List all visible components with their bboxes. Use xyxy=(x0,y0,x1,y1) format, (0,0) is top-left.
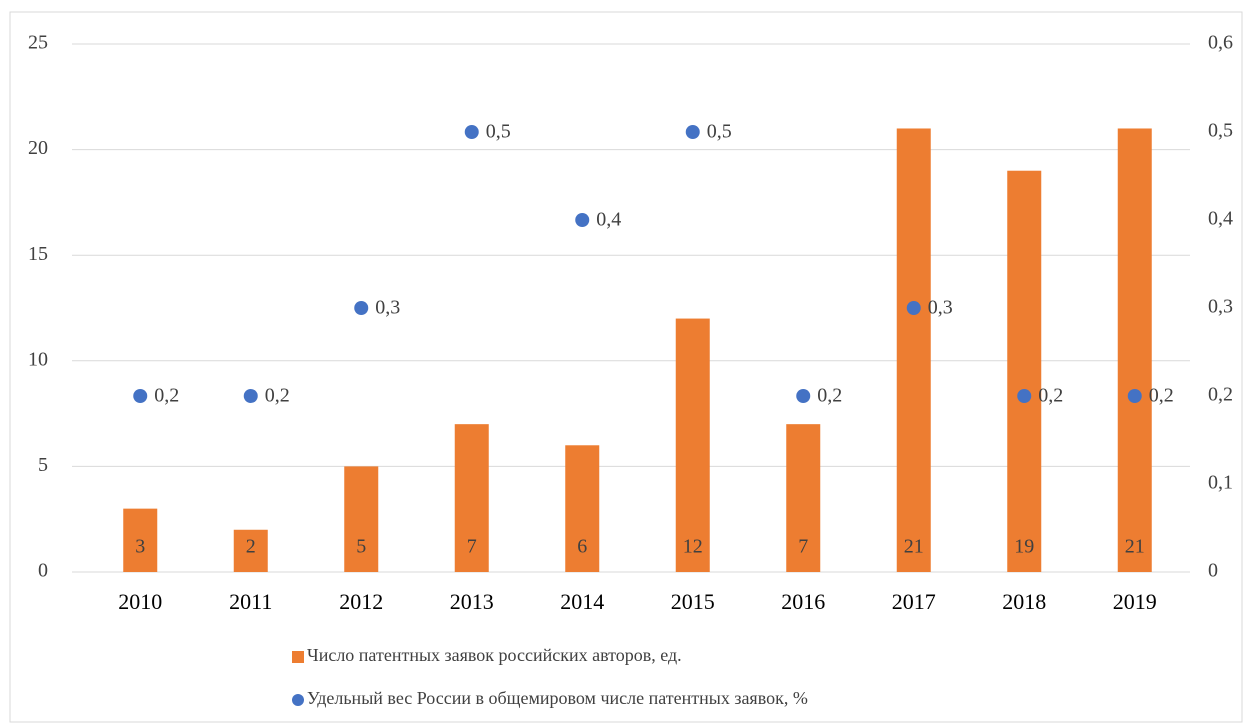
point xyxy=(685,125,700,139)
bar-value-label: 3 xyxy=(135,536,145,558)
bar-value-label: 2 xyxy=(246,536,256,558)
x-tick-label: 2016 xyxy=(781,589,825,614)
point xyxy=(243,389,258,403)
bar-value-label: 12 xyxy=(683,536,703,558)
bar-value-label: 19 xyxy=(1014,536,1034,558)
y-tick-label: 5 xyxy=(38,454,48,476)
x-tick-label: 2014 xyxy=(560,589,604,614)
x-tick-label: 2011 xyxy=(229,589,272,614)
x-tick-label: 2012 xyxy=(339,589,383,614)
bar xyxy=(786,424,821,572)
y2-tick-label: 0,1 xyxy=(1208,472,1233,494)
y-tick-label: 15 xyxy=(28,243,48,265)
point xyxy=(464,125,479,139)
point-value-label: 0,2 xyxy=(817,385,842,407)
bar xyxy=(233,529,268,572)
bar-value-label: 6 xyxy=(577,536,587,558)
bar xyxy=(1007,170,1042,572)
bar-value-label: 5 xyxy=(356,536,366,558)
point xyxy=(1017,389,1032,403)
legend-label: Число патентных заявок российских авторо… xyxy=(307,645,682,665)
point-value-label: 0,5 xyxy=(707,121,732,143)
bar-value-label: 7 xyxy=(798,536,808,558)
y2-tick-label: 0,2 xyxy=(1208,384,1233,406)
y2-tick-label: 0,3 xyxy=(1208,296,1233,318)
y-tick-label: 10 xyxy=(28,348,48,370)
point xyxy=(354,301,369,315)
y2-tick-label: 0,5 xyxy=(1208,120,1233,142)
bar-value-label: 21 xyxy=(904,536,924,558)
point-value-label: 0,5 xyxy=(486,121,511,143)
point-value-label: 0,3 xyxy=(928,297,953,319)
point-value-label: 0,4 xyxy=(596,209,621,231)
legend-label: Удельный вес России в общемировом числе … xyxy=(307,688,808,708)
point xyxy=(796,389,811,403)
y-tick-label: 0 xyxy=(38,560,48,582)
point-value-label: 0,2 xyxy=(154,385,179,407)
bar xyxy=(344,466,379,572)
point-value-label: 0,2 xyxy=(1149,385,1174,407)
y-tick-label: 20 xyxy=(28,137,48,159)
legend-marker xyxy=(292,694,304,706)
bar xyxy=(1117,128,1152,573)
x-tick-label: 2018 xyxy=(1002,589,1046,614)
point-value-label: 0,3 xyxy=(375,297,400,319)
x-tick-label: 2017 xyxy=(892,589,936,614)
x-tick-label: 2013 xyxy=(450,589,494,614)
point xyxy=(1127,389,1142,403)
bar-value-label: 7 xyxy=(467,536,477,558)
bar-value-label: 21 xyxy=(1125,536,1145,558)
y-tick-label: 25 xyxy=(28,32,48,54)
y2-tick-label: 0 xyxy=(1208,560,1218,582)
point-value-label: 0,2 xyxy=(265,385,290,407)
chart-border xyxy=(9,11,1243,723)
x-tick-label: 2015 xyxy=(671,589,715,614)
point xyxy=(575,213,590,227)
bar xyxy=(896,128,931,573)
y2-tick-label: 0,6 xyxy=(1208,32,1233,54)
point xyxy=(906,301,921,315)
bar xyxy=(565,445,600,572)
x-tick-label: 2019 xyxy=(1113,589,1157,614)
x-tick-label: 2010 xyxy=(118,589,162,614)
point-value-label: 0,2 xyxy=(1038,385,1063,407)
bar xyxy=(454,424,489,572)
bar xyxy=(123,508,158,572)
y2-tick-label: 0,4 xyxy=(1208,208,1233,230)
legend-marker xyxy=(292,651,304,663)
bar xyxy=(675,318,710,572)
point xyxy=(133,389,148,403)
